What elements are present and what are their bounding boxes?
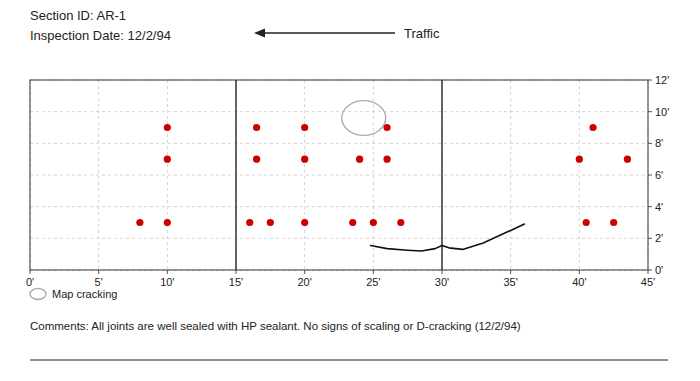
grid-line-x [304,80,305,270]
subtitle: Inspection Date: 12/2/94 [30,28,171,43]
patch-point [589,124,596,131]
x-tick [442,270,443,274]
x-tick [579,270,580,274]
x-tick-label: 25' [366,276,380,288]
traffic-label: Traffic [404,26,440,41]
x-tick-label: 15' [229,276,243,288]
grid-line-y [30,238,648,239]
bottom-rule [30,360,668,361]
grid-line-x [442,80,443,270]
x-tick [167,270,168,274]
patch-point [301,219,308,226]
y-tick-label: 0' [655,264,663,276]
patch-point [397,219,404,226]
patch-point [253,124,260,131]
legend-swatch [30,289,46,300]
y-tick [648,143,652,144]
joint-line [235,80,237,270]
y-tick-label: 8' [655,137,663,149]
comment: Comments: All joints are well sealed wit… [30,320,521,332]
patch-point [136,219,143,226]
patch-point [164,156,171,163]
x-tick-label: 30' [435,276,449,288]
y-tick [648,175,652,176]
traffic-arrow-head [254,29,265,38]
x-tick [236,270,237,274]
grid-line-y [30,206,648,207]
x-tick [648,270,649,274]
grid-line-x [236,80,237,270]
y-tick-label: 2' [655,232,663,244]
x-tick-label: 40' [572,276,586,288]
x-tick-label: 0' [26,276,34,288]
y-tick [648,111,652,112]
title: Section ID: AR-1 [30,8,126,23]
legend-label: Map cracking [52,288,117,300]
patch-point [349,219,356,226]
y-tick-label: 12' [655,74,669,86]
grid-line-y [30,143,648,144]
x-tick [510,270,511,274]
patch-point [301,124,308,131]
y-tick-label: 10' [655,106,669,118]
patch-point [624,156,631,163]
x-tick-label: 20' [297,276,311,288]
x-tick [304,270,305,274]
y-tick [648,238,652,239]
crack-line [371,245,442,251]
patch-point [164,124,171,131]
x-tick-label: 10' [160,276,174,288]
patch-point [610,219,617,226]
grid-line-y [30,111,648,112]
plot-data [136,80,631,270]
patch-point [301,156,308,163]
crack-line [442,224,524,249]
x-tick [98,270,99,274]
patch-point [246,219,253,226]
patch-point [383,124,390,131]
chart: Section ID: AR-1 Inspection Date: 12/2/94… [0,0,700,381]
y-tick-label: 6' [655,169,663,181]
y-tick [648,206,652,207]
plot-frame [30,80,648,270]
x-tick-label: 5' [95,276,103,288]
patch-point [253,156,260,163]
traffic-arrow [262,32,395,33]
patch-point [356,156,363,163]
joint-line [441,80,443,270]
patch-point [383,156,390,163]
map-cracking-area [342,101,386,136]
patch-point [164,219,171,226]
patch-point [370,219,377,226]
grid-line-y [30,175,648,176]
x-tick-label: 45' [641,276,655,288]
x-tick [373,270,374,274]
grid [30,80,648,270]
y-tick [648,270,652,271]
grid-line-x [167,80,168,270]
x-tick [30,270,31,274]
x-tick-label: 35' [503,276,517,288]
patch-point [267,219,274,226]
patch-point [583,219,590,226]
y-tick [648,80,652,81]
patch-point [576,156,583,163]
y-tick-label: 4' [655,201,663,213]
